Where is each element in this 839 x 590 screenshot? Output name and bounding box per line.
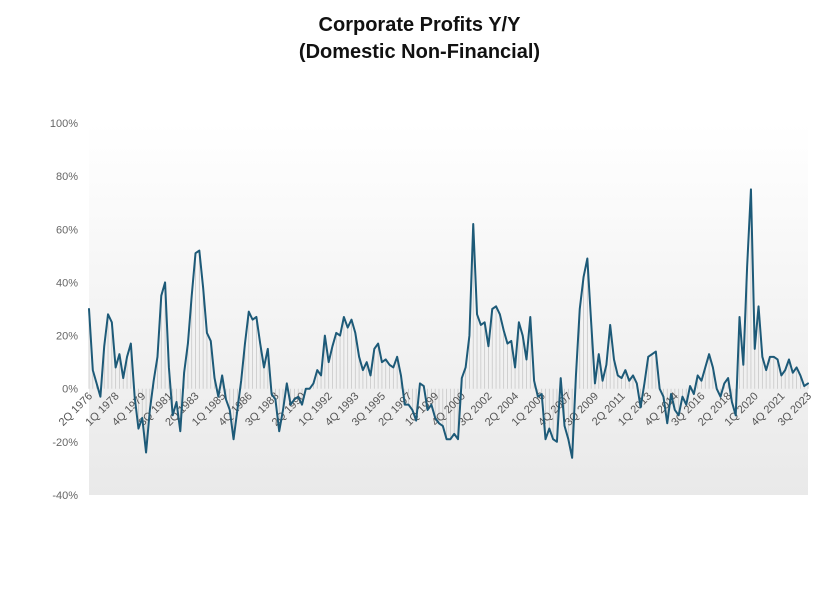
y-tick-label: 40%	[56, 277, 78, 289]
y-tick-label: 100%	[50, 118, 78, 130]
drop-lines	[88, 189, 809, 458]
series-line	[88, 188, 809, 459]
y-tick-label: 0%	[62, 384, 78, 396]
chart-title-line2: (Domestic Non-Financial)	[298, 41, 541, 63]
y-tick-label: 60%	[56, 224, 78, 236]
y-tick-label: 80%	[56, 171, 78, 183]
chart-title-line1: Corporate Profits Y/Y	[318, 14, 521, 36]
y-axis: 100% 80% 60% 40% 20% 0% -20% -40%	[50, 118, 78, 502]
plot-background	[89, 123, 808, 495]
y-tick-label: -40%	[52, 490, 78, 502]
chart-title: Corporate Profits Y/Y (Domestic Non-Fina…	[0, 12, 839, 66]
y-tick-label: 20%	[56, 331, 78, 343]
y-tick-label: -20%	[52, 437, 78, 449]
